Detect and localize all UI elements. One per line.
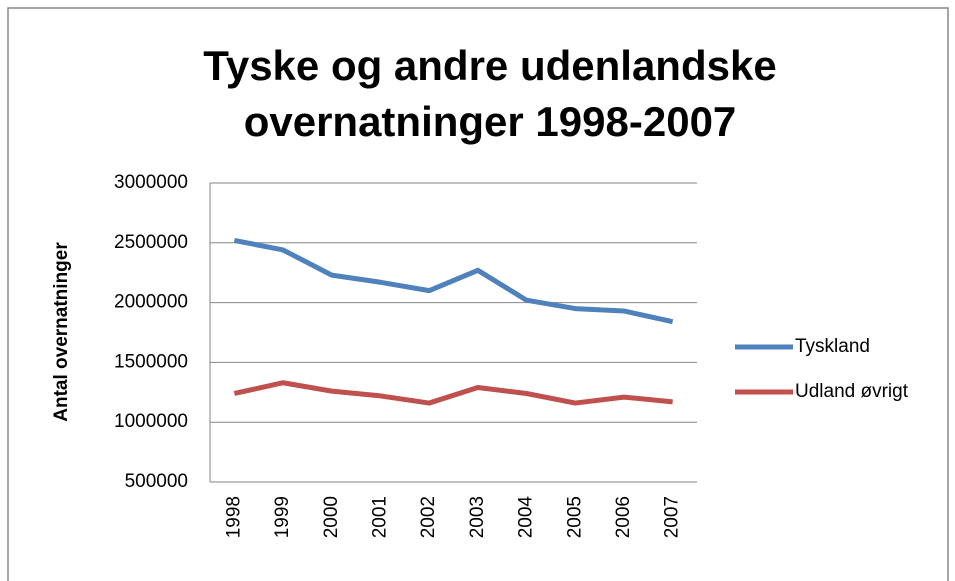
y-tick-label: 3000000 [114,172,188,193]
x-tick-label: 1998 [223,496,244,538]
chart-title: Tyske og andre udenlandske overnatninger… [203,42,777,145]
x-tick-label: 2005 [564,496,585,538]
y-tick-label: 2000000 [114,292,188,313]
y-tick-label: 1500000 [114,351,188,372]
x-tick-label: 2001 [369,496,390,538]
x-tick-label: 2000 [321,496,342,538]
y-tick-label: 500000 [125,471,188,492]
legend-label: Tyskland [795,336,870,357]
line-series [233,380,673,406]
chart-border [7,7,949,581]
x-tick-label: 2002 [418,496,439,538]
x-tick-label: 2003 [467,496,488,538]
x-tick-label: 2004 [516,496,537,539]
x-tick-label: 1999 [272,496,293,538]
y-axis-label: Antal overnatninger [51,242,72,422]
legend-label: Udland øvrigt [795,381,909,402]
x-tick-label: 2007 [662,496,683,538]
x-tick-label: 2006 [613,496,634,538]
line-series [233,237,674,325]
y-tick-label: 1000000 [114,411,188,432]
y-tick-label: 2500000 [114,232,188,253]
